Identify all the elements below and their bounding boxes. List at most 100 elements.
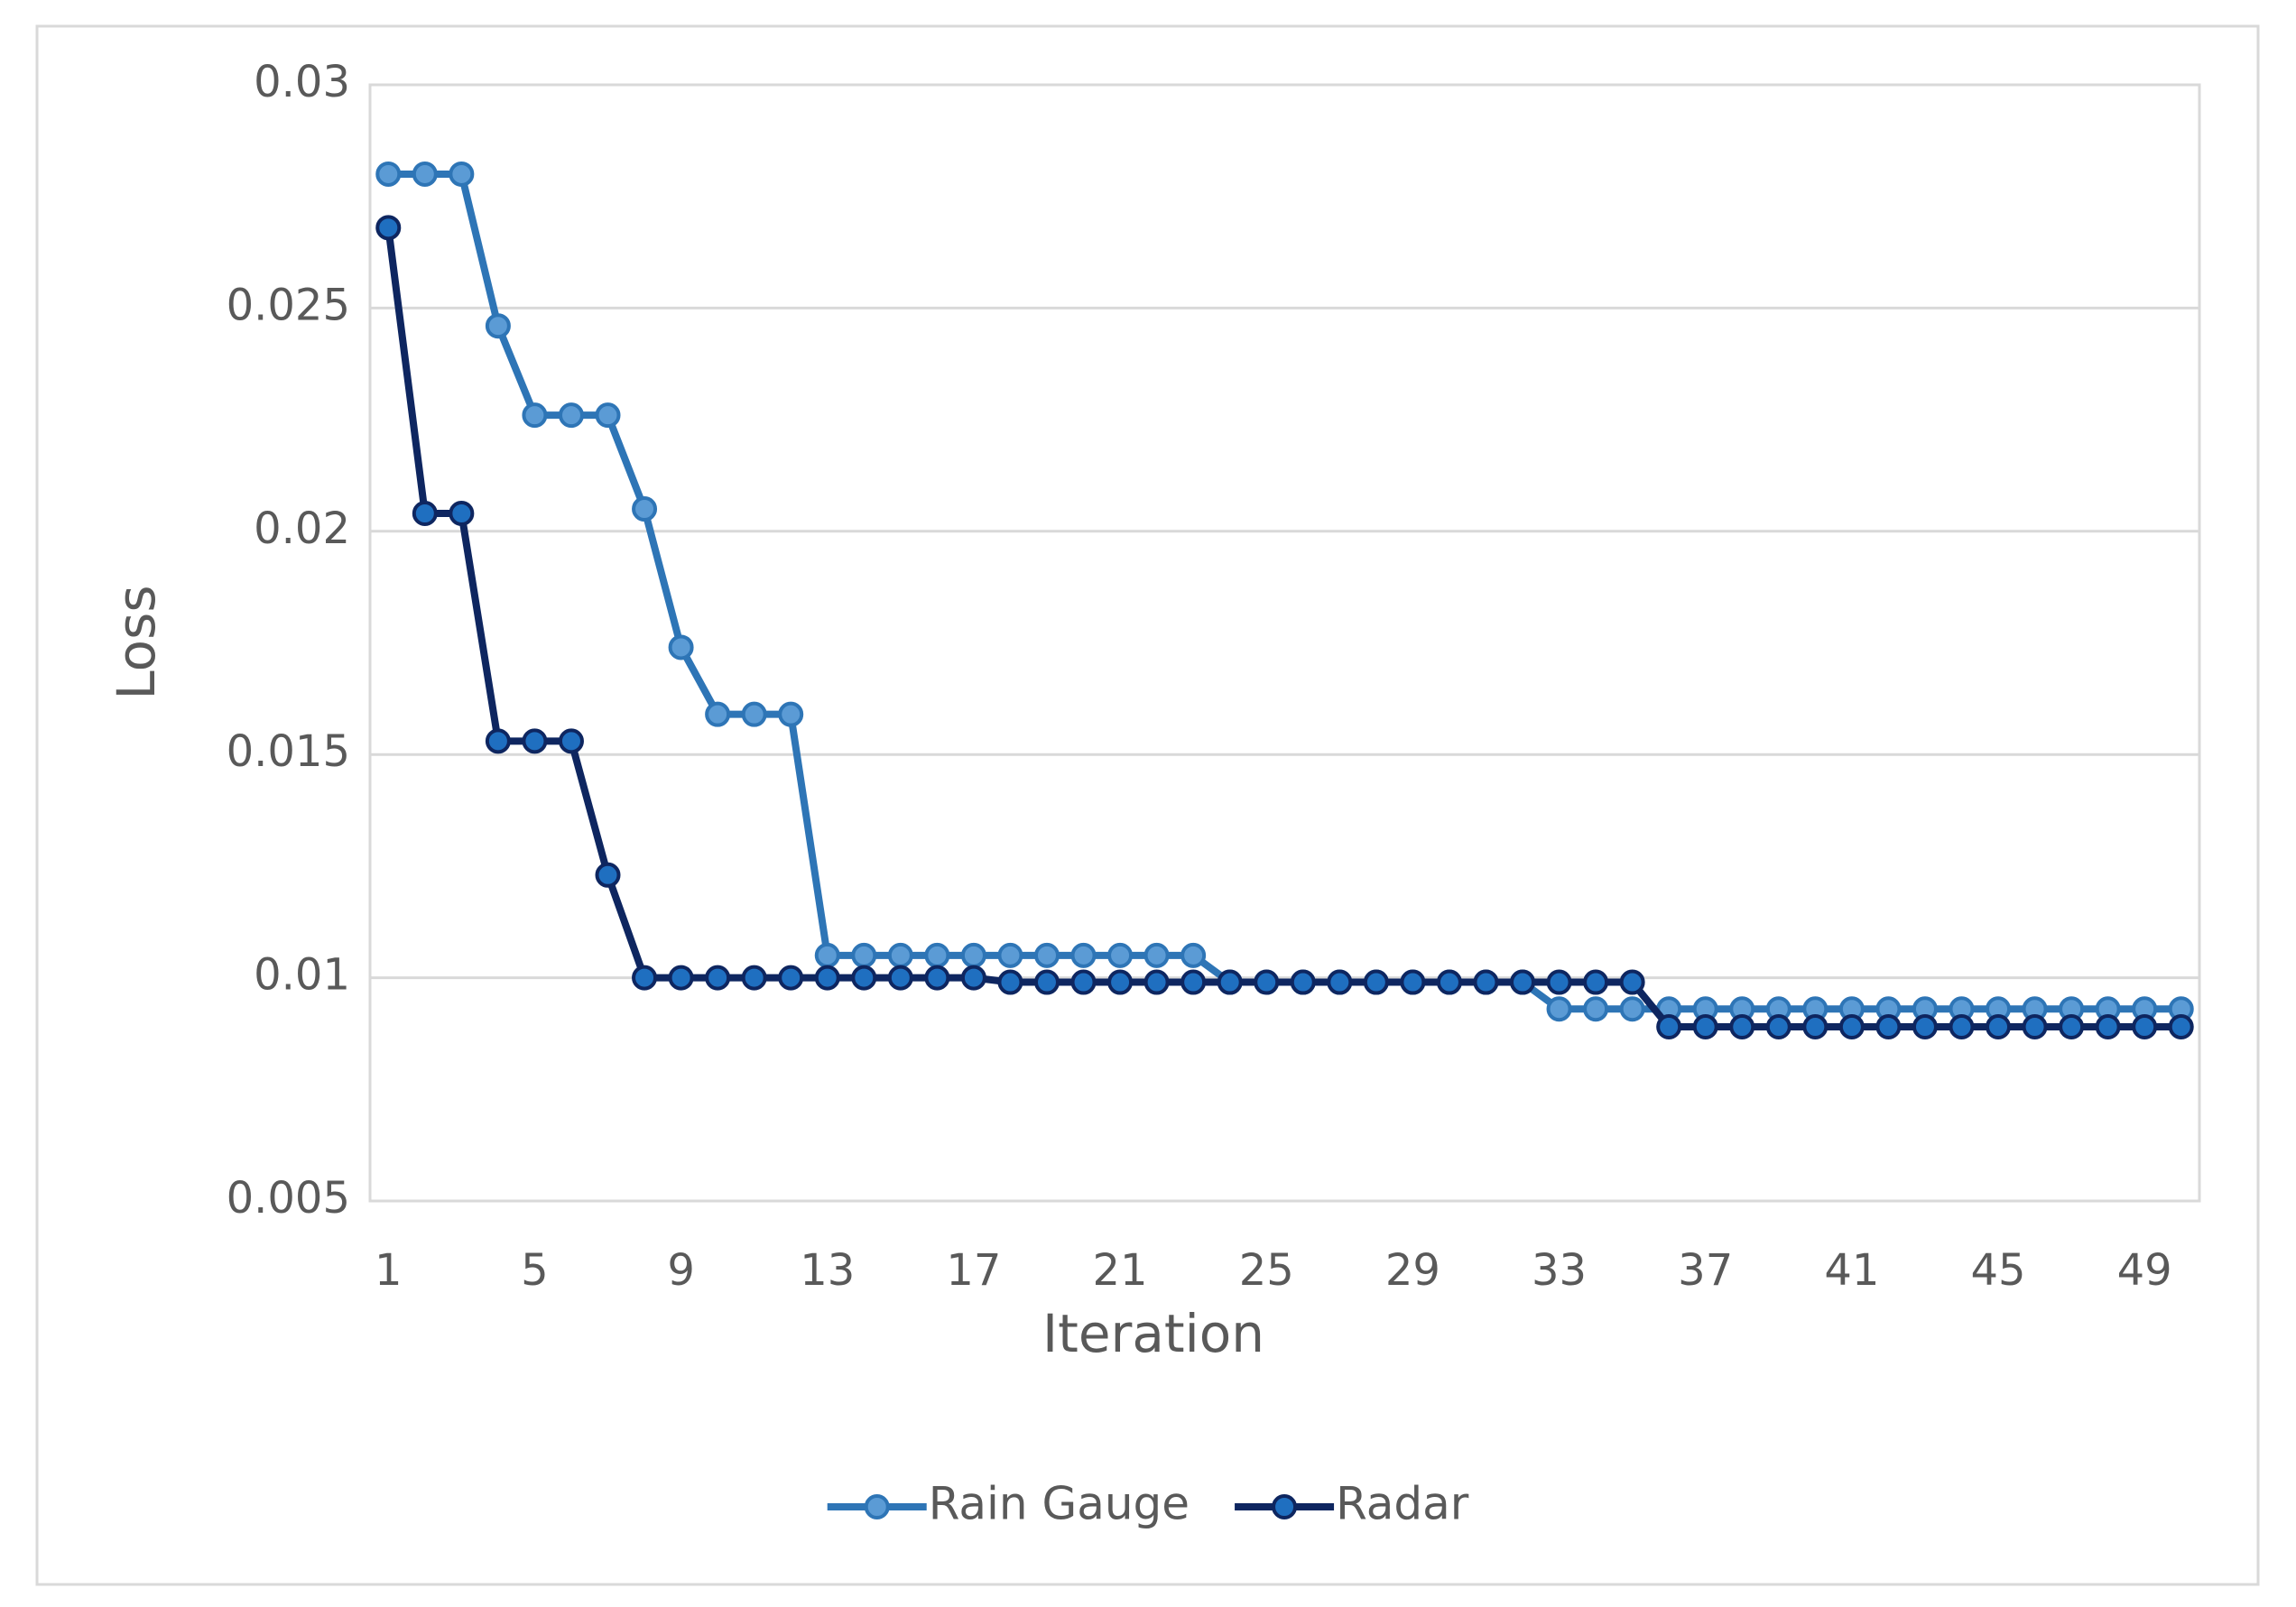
data-point xyxy=(522,728,548,754)
chart-border xyxy=(35,24,2260,1586)
data-point xyxy=(814,965,840,991)
y-tick-label: 0.02 xyxy=(254,503,350,554)
data-point xyxy=(741,701,767,727)
x-tick-label: 5 xyxy=(521,1245,549,1296)
data-point xyxy=(851,942,877,968)
data-point xyxy=(1802,1014,1828,1040)
data-point xyxy=(1583,996,1609,1022)
data-point xyxy=(814,942,840,968)
data-point xyxy=(632,965,658,991)
data-point xyxy=(924,942,950,968)
data-point xyxy=(1070,969,1097,995)
x-tick-label: 37 xyxy=(1678,1245,1733,1296)
y-tick-label: 0.005 xyxy=(227,1173,350,1224)
x-tick-label: 29 xyxy=(1385,1245,1440,1296)
data-point xyxy=(1290,969,1316,995)
data-point xyxy=(632,496,658,522)
data-point xyxy=(485,728,511,754)
data-point xyxy=(375,215,402,241)
data-point xyxy=(485,313,511,339)
data-point xyxy=(997,942,1023,968)
x-tick-label: 1 xyxy=(375,1245,403,1296)
data-point xyxy=(1875,1014,1902,1040)
data-point xyxy=(522,402,548,429)
data-point xyxy=(2168,1014,2194,1040)
data-point xyxy=(375,161,402,187)
data-point xyxy=(1400,969,1426,995)
data-point xyxy=(2022,1014,2048,1040)
x-tick-label: 9 xyxy=(667,1245,695,1296)
data-point xyxy=(1436,969,1462,995)
legend-label: Rain Gauge xyxy=(929,1478,1190,1530)
data-point xyxy=(1327,969,1353,995)
data-point xyxy=(705,965,731,991)
data-point xyxy=(412,161,438,187)
data-point xyxy=(1986,1014,2012,1040)
data-point xyxy=(449,501,475,527)
data-point xyxy=(1180,942,1207,968)
data-point xyxy=(1619,969,1645,995)
x-tick-label: 41 xyxy=(1824,1245,1879,1296)
data-point xyxy=(558,728,584,754)
data-point xyxy=(1107,942,1134,968)
data-point xyxy=(1765,1014,1791,1040)
data-point xyxy=(558,402,584,429)
data-point xyxy=(1473,969,1499,995)
data-point xyxy=(2095,1014,2121,1040)
data-point xyxy=(1949,1014,1975,1040)
x-tick-label: 17 xyxy=(946,1245,1001,1296)
data-point xyxy=(595,402,621,429)
data-point xyxy=(1033,969,1060,995)
y-axis-title: Loss xyxy=(106,585,167,699)
data-point xyxy=(1912,1014,1938,1040)
x-tick-label: 21 xyxy=(1093,1245,1148,1296)
y-tick-label: 0.03 xyxy=(254,57,350,107)
data-point xyxy=(1070,942,1097,968)
data-point xyxy=(924,965,950,991)
data-point xyxy=(1143,942,1170,968)
data-point xyxy=(1033,942,1060,968)
data-point xyxy=(2132,1014,2158,1040)
data-point xyxy=(1546,969,1572,995)
data-point xyxy=(997,969,1023,995)
data-point xyxy=(1656,1014,1682,1040)
data-point xyxy=(449,161,475,187)
data-point xyxy=(1254,969,1280,995)
data-point xyxy=(887,965,913,991)
data-point xyxy=(1619,996,1645,1022)
data-point xyxy=(887,942,913,968)
data-point xyxy=(1583,969,1609,995)
data-point xyxy=(1180,969,1207,995)
data-point xyxy=(705,701,731,727)
legend-item: Radar xyxy=(1235,1478,1469,1530)
legend-marker xyxy=(864,1494,890,1519)
data-point xyxy=(595,862,621,888)
legend-label: Radar xyxy=(1336,1478,1469,1530)
data-point xyxy=(2059,1014,2085,1040)
data-point xyxy=(668,634,694,660)
data-point xyxy=(1838,1014,1865,1040)
plot-frame xyxy=(368,83,2201,1203)
data-point xyxy=(668,965,694,991)
legend: Rain Gauge Radar xyxy=(827,1478,1469,1530)
data-point xyxy=(1107,969,1134,995)
data-point xyxy=(1729,1014,1755,1040)
y-tick-label: 0.025 xyxy=(227,280,350,330)
y-tick-label: 0.015 xyxy=(227,726,350,777)
data-point xyxy=(960,965,986,991)
data-point xyxy=(1143,969,1170,995)
x-tick-label: 45 xyxy=(1970,1245,2025,1296)
x-tick-label: 25 xyxy=(1239,1245,1294,1296)
data-point xyxy=(1217,969,1243,995)
data-point xyxy=(1692,1014,1718,1040)
data-point xyxy=(412,501,438,527)
legend-item: Rain Gauge xyxy=(827,1478,1190,1530)
x-tick-label: 13 xyxy=(800,1245,855,1296)
data-point xyxy=(778,701,804,727)
data-point xyxy=(1363,969,1389,995)
y-tick-label: 0.01 xyxy=(254,950,350,1001)
legend-marker xyxy=(1272,1494,1298,1519)
data-point xyxy=(1546,996,1572,1022)
data-point xyxy=(778,965,804,991)
